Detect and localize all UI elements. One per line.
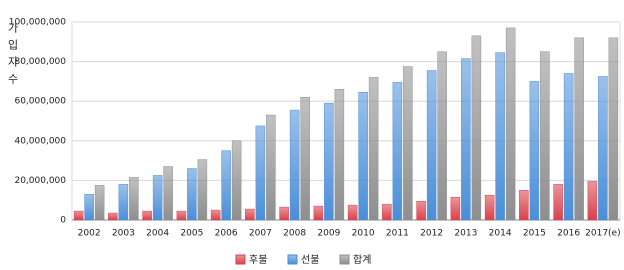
y-tick-label: 60,000,000 (14, 97, 66, 107)
bar (210, 209, 221, 221)
y-axis-label: 가입자수 (6, 22, 19, 90)
bar (563, 73, 574, 221)
bar (84, 194, 94, 221)
y-tick-label: 0 (60, 216, 66, 226)
x-tick-label: 2012 (420, 229, 443, 239)
bar (108, 212, 118, 221)
x-tick-label: 2011 (386, 229, 409, 239)
x-tick-label: 2017(e) (585, 229, 620, 239)
bar (255, 125, 266, 221)
bar (163, 166, 173, 221)
bar (313, 205, 324, 221)
bar (416, 200, 426, 221)
x-tick-label: 2005 (180, 229, 203, 239)
bar (495, 52, 505, 221)
bar (529, 81, 540, 221)
bar (392, 82, 403, 221)
bar (505, 27, 516, 221)
bar (450, 196, 461, 221)
bar (118, 184, 129, 221)
bar (187, 168, 197, 221)
bar (553, 184, 563, 221)
legend-label: 후불 (249, 254, 267, 266)
bar (403, 66, 413, 221)
bar (266, 114, 276, 221)
bar (608, 37, 619, 221)
bar (300, 96, 310, 221)
x-tick-label: 2003 (112, 229, 135, 239)
bar (382, 203, 392, 221)
bar (574, 37, 584, 221)
bar (334, 89, 345, 221)
bar (152, 175, 163, 221)
y-tick-label: 20,000,000 (14, 176, 66, 186)
x-tick-label: 2008 (283, 229, 306, 239)
x-tick-label: 2007 (249, 229, 272, 239)
y-tick-label: 40,000,000 (14, 136, 66, 146)
bar (289, 109, 300, 221)
bar (347, 204, 358, 221)
legend-label: 선불 (301, 254, 319, 266)
bar (176, 210, 187, 221)
bar (245, 208, 255, 221)
bar (324, 102, 334, 221)
x-tick-label: 2002 (78, 229, 101, 239)
bar (129, 177, 139, 221)
bar (368, 77, 379, 221)
x-tick-label: 2015 (523, 229, 546, 239)
bar (587, 181, 598, 221)
bar (519, 190, 529, 221)
x-tick-label: 2013 (454, 229, 477, 239)
bar (221, 150, 231, 221)
legend-swatch (235, 254, 246, 265)
legend-label: 합계 (353, 254, 371, 266)
bar (94, 185, 105, 221)
x-tick-label: 2006 (215, 229, 238, 239)
bar (598, 76, 608, 221)
y-tick-label: 100,000,000 (9, 18, 67, 28)
bar (197, 159, 208, 221)
legend-swatch (287, 254, 298, 265)
bar (231, 140, 242, 221)
x-tick-label: 2014 (489, 229, 512, 239)
bar (471, 35, 482, 221)
bar (73, 210, 84, 221)
bar (540, 51, 550, 221)
x-tick-label: 2010 (352, 229, 375, 239)
x-tick-label: 2009 (317, 229, 340, 239)
bar (484, 195, 495, 221)
bar (279, 206, 289, 221)
bar (142, 210, 152, 221)
x-tick-label: 2016 (557, 229, 580, 239)
legend-swatch (339, 254, 350, 265)
bar (461, 58, 471, 221)
bar (426, 70, 437, 221)
y-tick-label: 80,000,000 (14, 57, 66, 67)
bar (358, 92, 368, 221)
bar (437, 51, 447, 221)
plot-area (71, 21, 621, 221)
x-tick-label: 2004 (146, 229, 169, 239)
